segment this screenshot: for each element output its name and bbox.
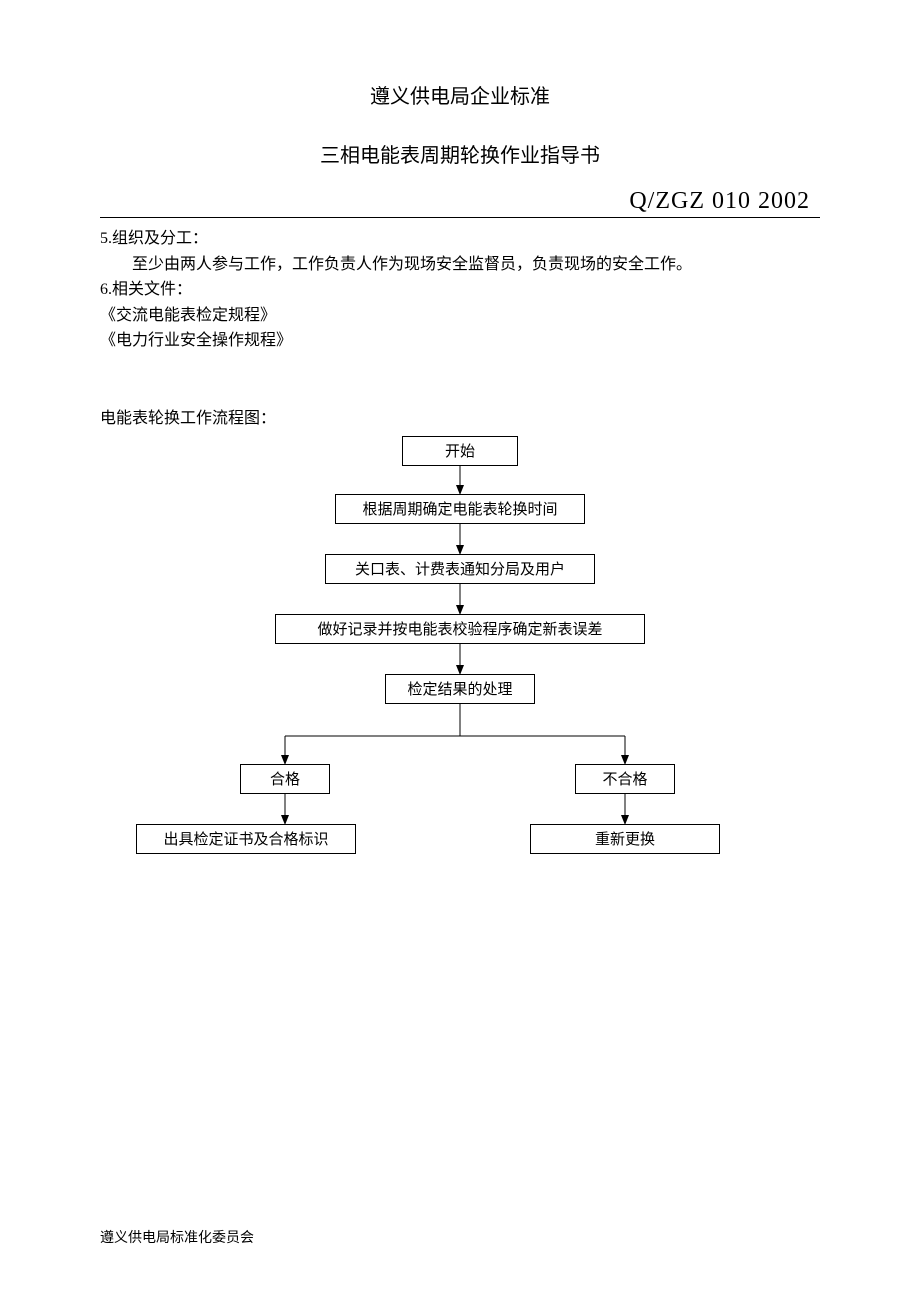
flowchart-node-n2: 根据周期确定电能表轮换时间 <box>335 494 585 524</box>
flowchart-node-n1: 开始 <box>402 436 518 466</box>
flowchart-node-n5: 检定结果的处理 <box>385 674 535 704</box>
section-5-body: 至少由两人参与工作，工作负责人作为现场安全监督员，负责现场的安全工作。 <box>100 252 820 278</box>
flowchart-label: 电能表轮换工作流程图： <box>100 404 820 428</box>
footer-text: 遵义供电局标准化委员会 <box>100 1227 254 1247</box>
flowchart-node-n8: 出具检定证书及合格标识 <box>136 824 356 854</box>
flowchart-node-n4: 做好记录并按电能表校验程序确定新表误差 <box>275 614 645 644</box>
flowchart-node-n6: 合格 <box>240 764 330 794</box>
section-5-heading: 5.组织及分工： <box>100 226 820 252</box>
doc-title: 三相电能表周期轮换作业指导书 <box>100 139 820 168</box>
flowchart-node-n9: 重新更换 <box>530 824 720 854</box>
reference-1: 《交流电能表检定规程》 <box>100 303 820 329</box>
org-title: 遵义供电局企业标准 <box>100 80 820 109</box>
reference-2: 《电力行业安全操作规程》 <box>100 328 820 354</box>
flowchart-node-n7: 不合格 <box>575 764 675 794</box>
flowchart-node-n3: 关口表、计费表通知分局及用户 <box>325 554 595 584</box>
header-divider <box>100 217 820 218</box>
flowchart-container: 开始根据周期确定电能表轮换时间关口表、计费表通知分局及用户做好记录并按电能表校验… <box>100 436 820 866</box>
doc-code: Q/ZGZ 010 2002 <box>100 188 820 215</box>
section-6-heading: 6.相关文件： <box>100 277 820 303</box>
